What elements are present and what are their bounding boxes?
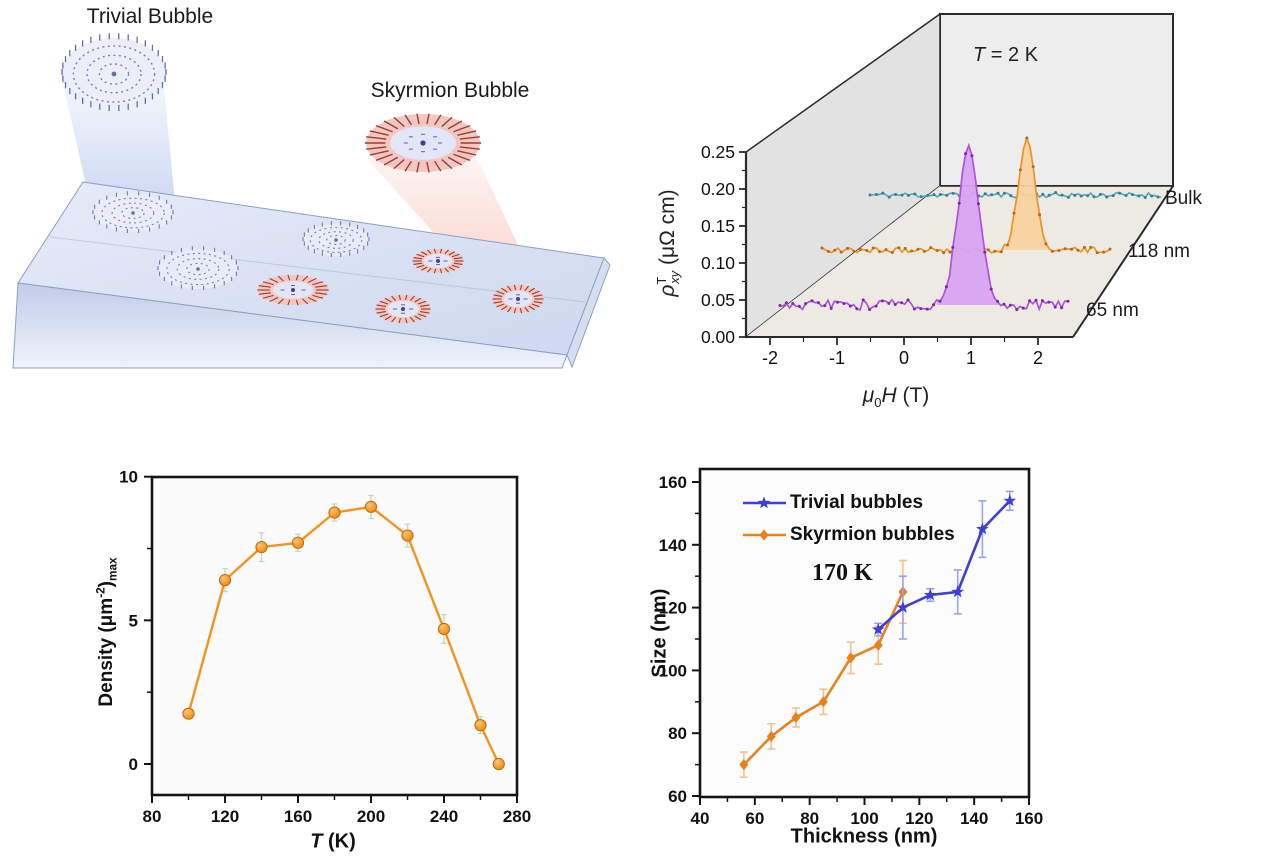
svg-text:100: 100 <box>659 661 687 680</box>
svg-text:5: 5 <box>129 611 138 630</box>
svg-text:-1: -1 <box>829 348 845 368</box>
svg-text:240: 240 <box>430 807 458 826</box>
density-chart: 80 120 160 200 240 280 0 5 10 <box>119 468 531 826</box>
svg-text:160: 160 <box>284 807 312 826</box>
svg-text:0: 0 <box>899 348 909 368</box>
svg-text:0.20: 0.20 <box>701 179 735 199</box>
svg-text:120: 120 <box>659 599 687 618</box>
svg-text:120: 120 <box>211 807 239 826</box>
svg-text:80: 80 <box>143 807 162 826</box>
svg-text:10: 10 <box>119 468 138 487</box>
density-chart-panel: 80 120 160 200 240 280 0 5 10 Density (μm-2)max … <box>0 430 640 863</box>
svg-text:60: 60 <box>745 809 764 828</box>
svg-text:160: 160 <box>659 473 687 492</box>
hall-3d-chart-panel: 0.00 0.05 0.10 0.15 0.20 0.25 -2 -1 0 1 2 T = 2 K … <box>640 0 1276 430</box>
svg-text:0.05: 0.05 <box>701 290 735 310</box>
svg-text:80: 80 <box>800 809 819 828</box>
svg-text:0.25: 0.25 <box>701 142 735 162</box>
svg-text:0.10: 0.10 <box>701 253 735 273</box>
svg-text:40: 40 <box>691 809 710 828</box>
svg-text:80: 80 <box>668 724 687 743</box>
svg-text:120: 120 <box>905 809 933 828</box>
svg-text:1: 1 <box>966 348 976 368</box>
svg-text:60: 60 <box>668 787 687 806</box>
svg-text:-2: -2 <box>762 348 778 368</box>
bubble-illustration-panel: Trivial Bubble Skyrmion Bubble <box>0 0 640 430</box>
svg-text:140: 140 <box>659 536 687 555</box>
size-chart-panel: 40 60 80 100 120 140 160 60 80 100 120 140 160 Size … <box>640 430 1276 863</box>
svg-text:200: 200 <box>357 807 385 826</box>
svg-text:0: 0 <box>129 755 138 774</box>
bubble-illustration-drawing <box>12 33 611 369</box>
svg-text:0.00: 0.00 <box>701 327 735 347</box>
svg-text:280: 280 <box>503 807 531 826</box>
svg-text:160: 160 <box>1015 809 1043 828</box>
svg-text:100: 100 <box>850 809 878 828</box>
hall-3d-chart: 0.00 0.05 0.10 0.15 0.20 0.25 -2 -1 0 1 2 <box>701 12 1174 368</box>
svg-text:0.15: 0.15 <box>701 216 735 236</box>
svg-text:140: 140 <box>960 809 988 828</box>
svg-text:2: 2 <box>1033 348 1043 368</box>
